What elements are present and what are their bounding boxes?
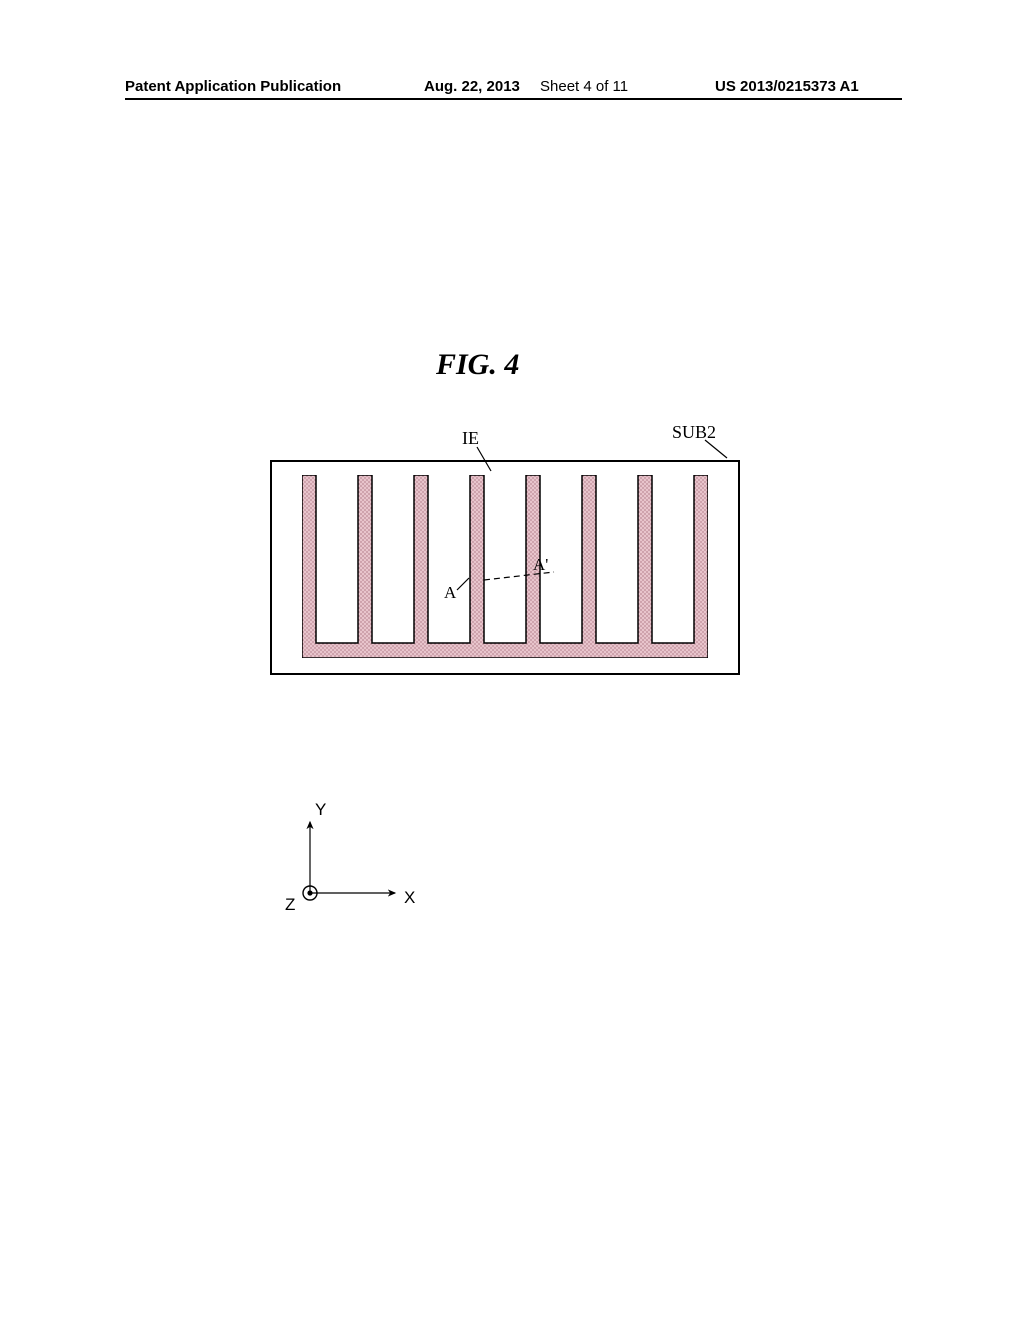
publication-date: Aug. 22, 2013 xyxy=(424,78,520,95)
patent-number: US 2013/0215373 A1 xyxy=(715,78,859,95)
figure-diagram xyxy=(270,460,740,675)
header-rule xyxy=(125,98,902,100)
figure-title: FIG. 4 xyxy=(436,348,519,382)
label-a-prime: A' xyxy=(533,555,548,575)
coordinate-system: Y X Z xyxy=(285,800,415,915)
leader-line-a xyxy=(455,576,471,592)
label-a: A xyxy=(444,583,456,603)
leader-line-sub2 xyxy=(703,438,728,460)
comb-electrode xyxy=(302,475,708,658)
axis-label-x: X xyxy=(404,888,415,908)
axis-label-z: Z xyxy=(285,895,295,915)
axis-label-y: Y xyxy=(315,800,326,820)
sheet-info: Sheet 4 of 11 xyxy=(540,78,628,95)
publication-type-label: Patent Application Publication xyxy=(125,78,341,95)
